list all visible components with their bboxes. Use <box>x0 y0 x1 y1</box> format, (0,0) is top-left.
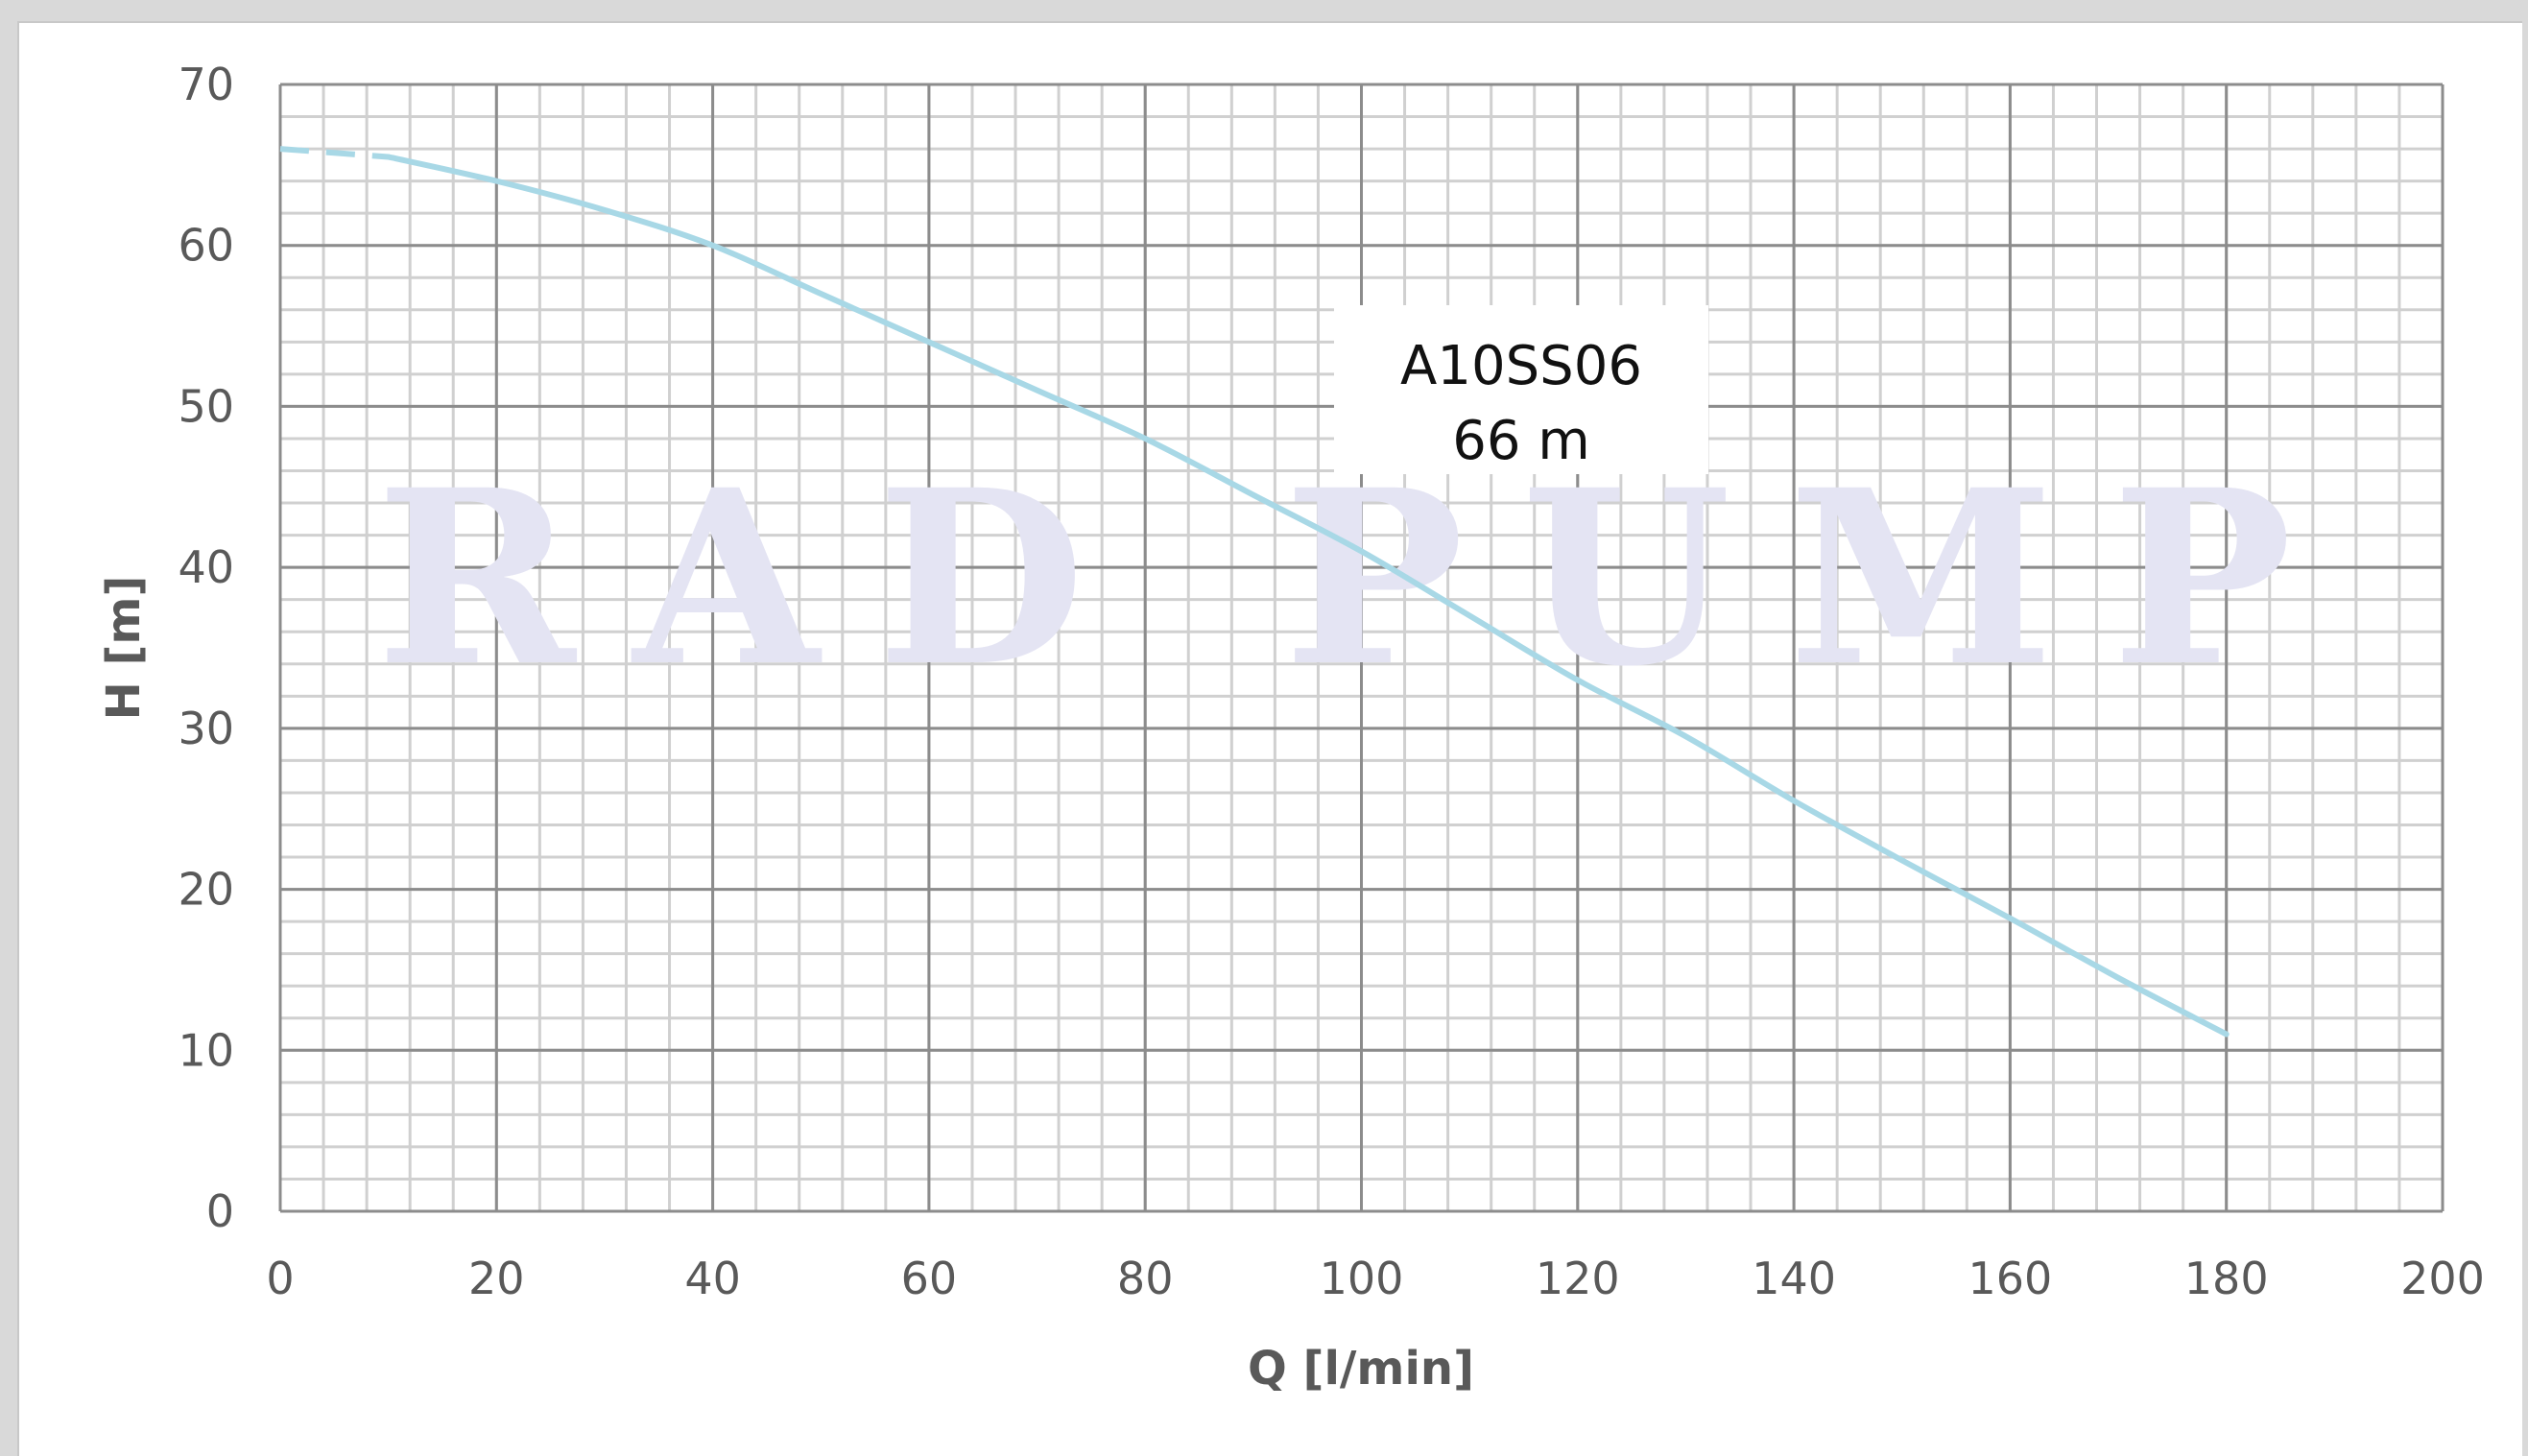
y-tick-label: 50 <box>178 380 234 432</box>
y-tick-labels: 0 10 20 30 40 50 60 70 <box>178 59 234 1237</box>
y-axis-label: H [m] <box>97 576 151 721</box>
x-tick-label: 0 <box>266 1253 294 1304</box>
y-tick-label: 70 <box>178 59 234 110</box>
x-tick-label: 200 <box>2400 1253 2485 1304</box>
x-axis-label: Q [l/min] <box>1248 1342 1474 1396</box>
y-tick-label: 30 <box>178 703 234 754</box>
x-tick-labels: 0 20 40 60 80 100 120 140 160 180 200 <box>266 1253 2485 1304</box>
watermark-text: RAD PUMP <box>376 437 2349 719</box>
x-tick-label: 140 <box>1752 1253 1836 1304</box>
x-tick-label: 20 <box>468 1253 525 1304</box>
series-curve <box>279 146 2230 1038</box>
x-tick-label: 40 <box>684 1253 741 1304</box>
series-line <box>385 154 2230 1038</box>
x-tick-label: 180 <box>2184 1253 2269 1304</box>
chart-frame <box>17 21 2522 1456</box>
annotation-model: A10SS06 <box>1400 335 1642 397</box>
series-line-dashed <box>279 146 389 160</box>
y-tick-label: 60 <box>178 220 234 272</box>
major-grid <box>278 83 2445 1213</box>
x-tick-label: 80 <box>1117 1253 1174 1304</box>
y-tick-label: 0 <box>206 1185 234 1237</box>
x-tick-label: 100 <box>1320 1253 1404 1304</box>
y-tick-label: 40 <box>178 541 234 593</box>
y-tick-label: 10 <box>178 1024 234 1076</box>
y-tick-label: 20 <box>178 864 234 916</box>
x-tick-label: 60 <box>901 1253 958 1304</box>
x-tick-label: 120 <box>1536 1253 1620 1304</box>
x-tick-label: 160 <box>1968 1253 2052 1304</box>
annotation-box <box>1334 305 1708 474</box>
annotation-head: 66 m <box>1452 410 1590 472</box>
